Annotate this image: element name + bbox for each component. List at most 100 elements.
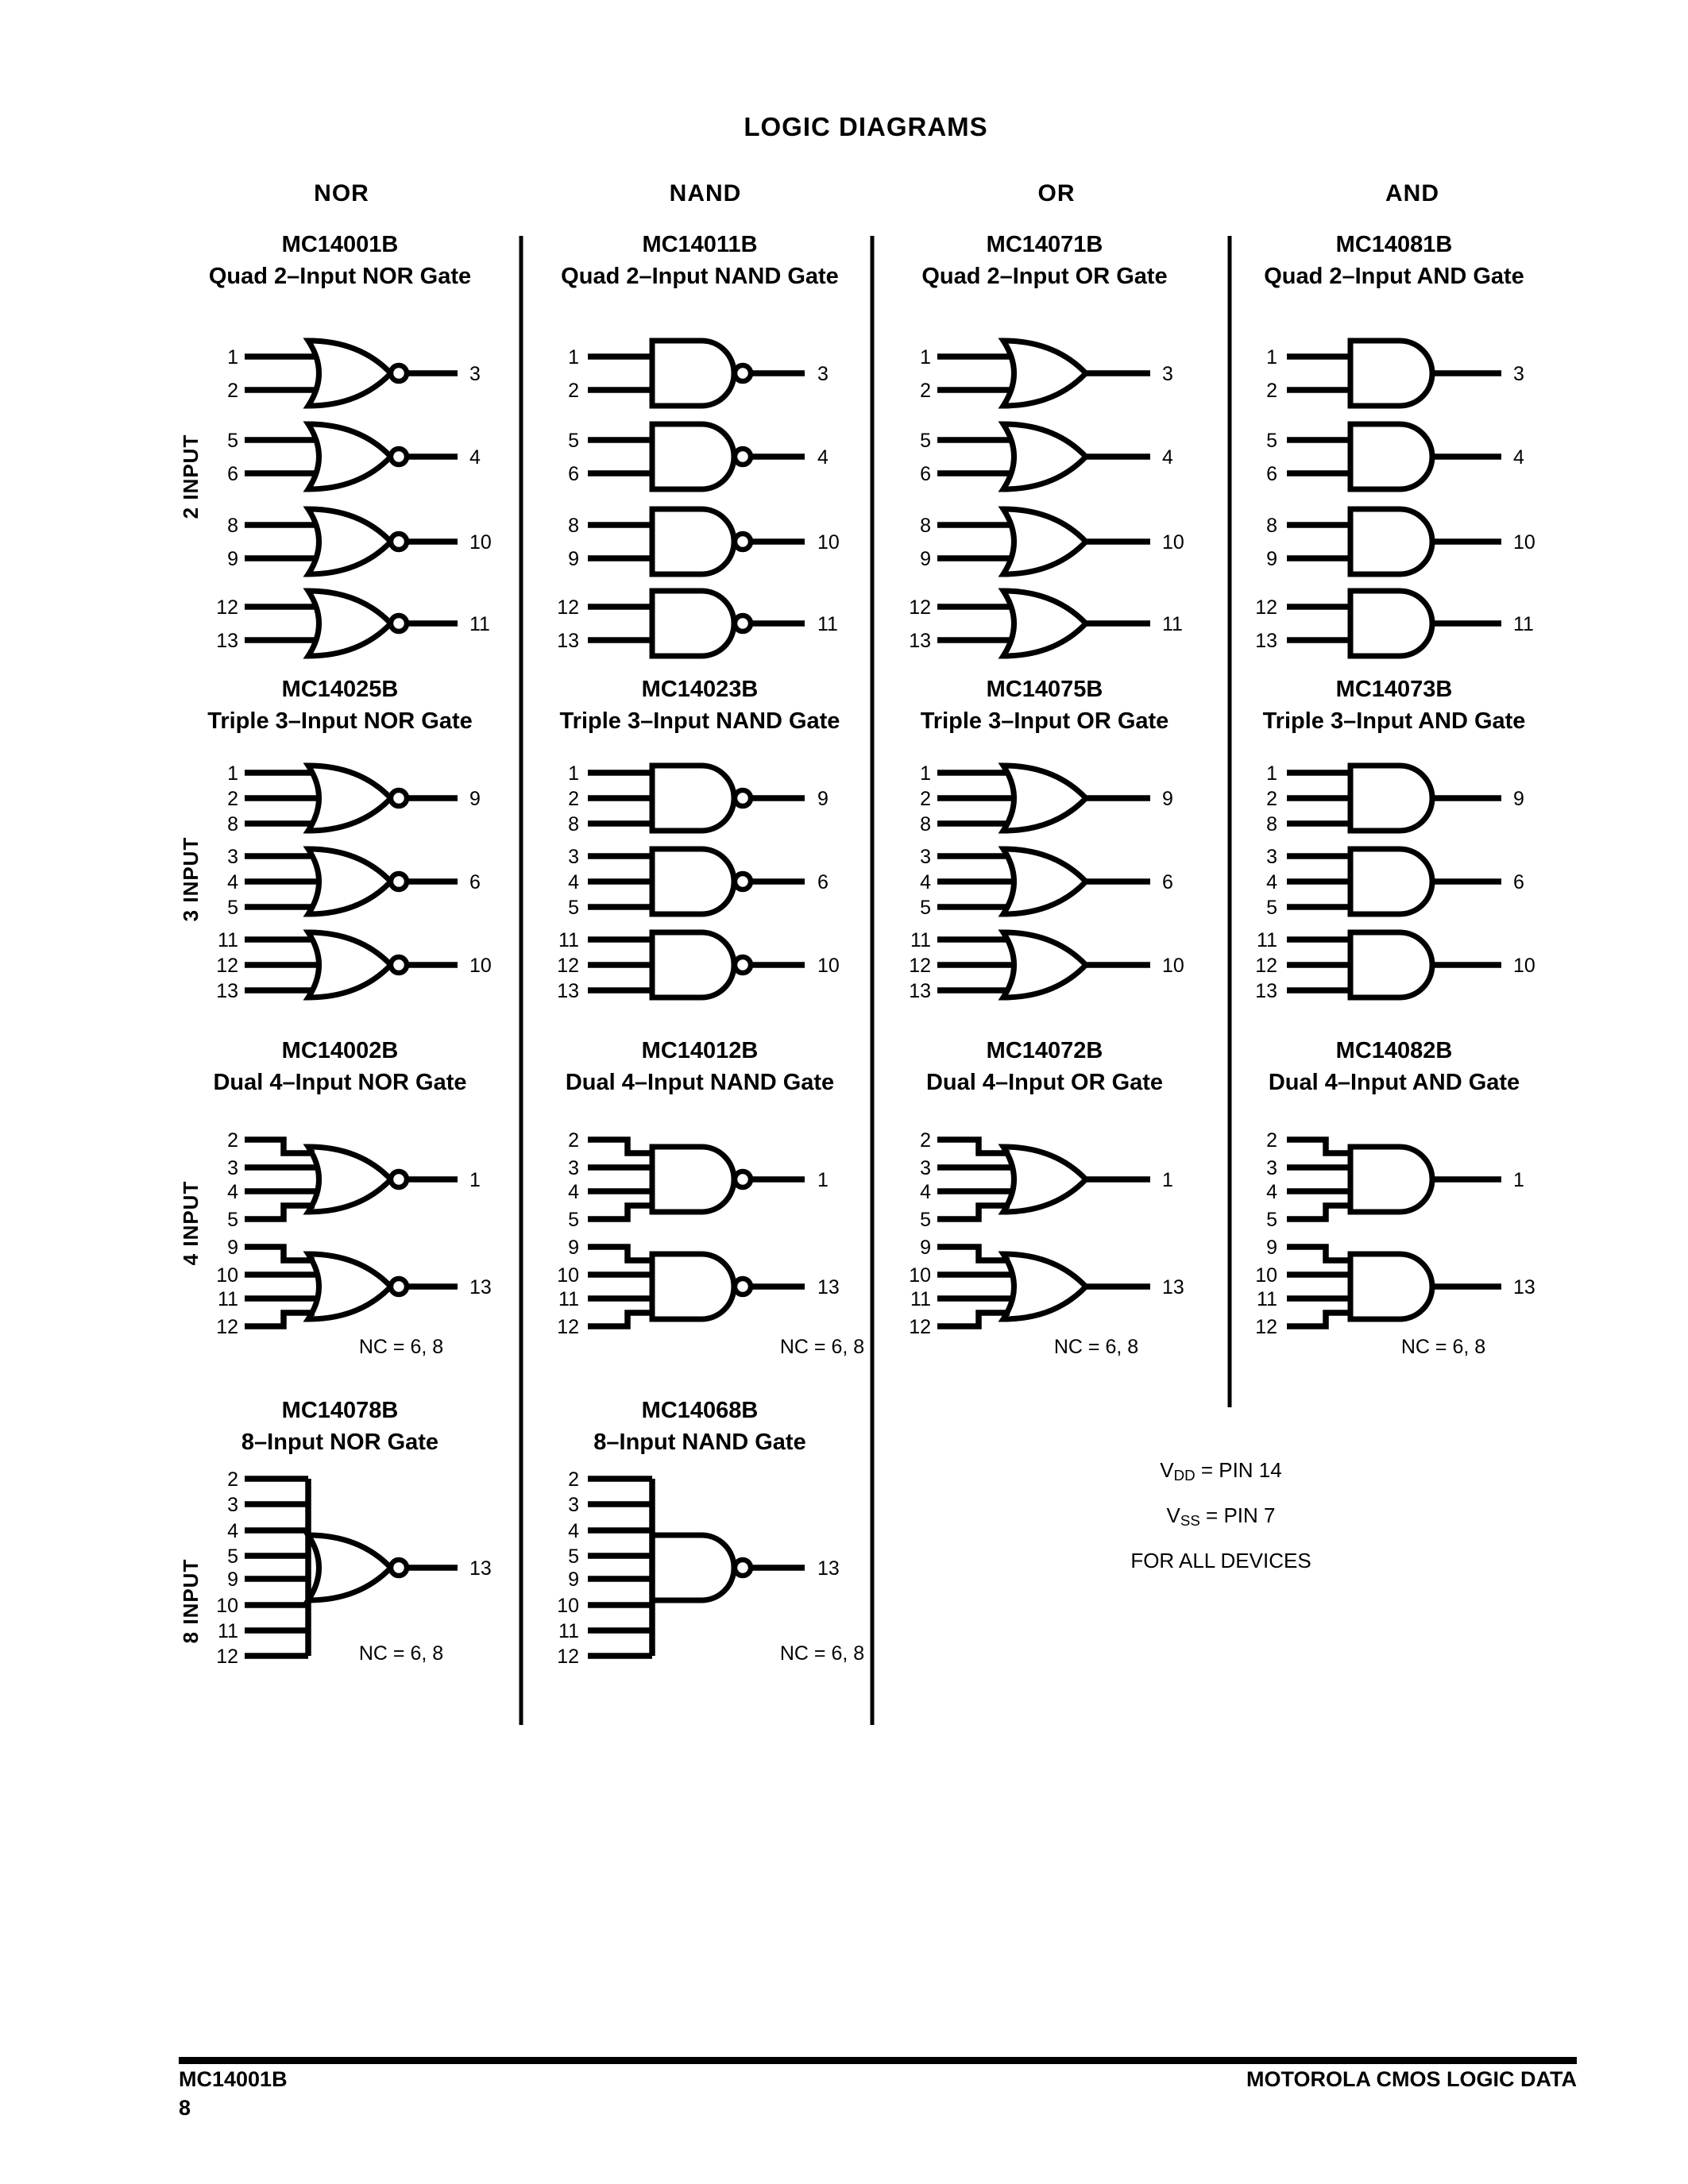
and-gate-symbol [1347, 338, 1435, 409]
pin-label: 3 [227, 1494, 238, 1516]
pin-label: 2 [920, 788, 931, 810]
pin-label: 8 [1266, 515, 1277, 537]
part-number: MC14002B [281, 1038, 399, 1063]
nor-gate-symbol [303, 421, 395, 492]
part-number: MC14075B [986, 677, 1103, 702]
output-pin-label: 10 [1162, 955, 1184, 977]
pin-label: 10 [909, 1264, 931, 1287]
pin-label: 8 [568, 813, 579, 835]
column-header-or: OR [1037, 180, 1076, 206]
or-gate-symbol [998, 421, 1090, 492]
and-gate-symbol [1347, 846, 1435, 917]
part-number: MC14068B [641, 1398, 759, 1423]
side-label-3: 4 INPUT [179, 1180, 203, 1266]
pin-label: 2 [920, 1129, 931, 1152]
pin-label: 5 [227, 897, 238, 919]
pin-label: 3 [1266, 846, 1277, 868]
pin-label: 8 [1266, 813, 1277, 835]
nand-gate-symbol [649, 421, 737, 492]
output-pin-label: 1 [1162, 1169, 1173, 1191]
pin-label: 3 [568, 1494, 579, 1516]
pin-label: 4 [568, 1181, 579, 1203]
nor-gate-symbol [303, 846, 395, 917]
pin-label: 1 [227, 346, 238, 369]
pin-label: 12 [1255, 955, 1277, 977]
nc-note: NC = 6, 8 [358, 1642, 444, 1665]
output-pin-label: 10 [469, 531, 492, 554]
power-pin-note: VDD = PIN 14 VSS = PIN 7 FOR ALL DEVICES [983, 1450, 1459, 1586]
nor-gate-symbol [303, 762, 395, 834]
output-pin-label: 6 [817, 871, 829, 893]
or-gate-symbol [998, 762, 1090, 834]
pin-label: 5 [920, 897, 931, 919]
input-line [937, 1202, 1010, 1222]
part-description: Triple 3–Input NOR Gate [207, 708, 473, 734]
inversion-bubble [732, 531, 754, 553]
nand-gate-symbol [649, 1251, 737, 1322]
and-gate-symbol [1347, 588, 1435, 659]
pin-label: 4 [1266, 1181, 1277, 1203]
or-gate-symbol [998, 846, 1090, 917]
nor-gate-symbol [303, 338, 395, 409]
output-pin-label: 13 [1513, 1276, 1535, 1298]
output-pin-label: 1 [817, 1169, 829, 1191]
pin-label: 9 [227, 1237, 238, 1259]
output-pin-label: 10 [469, 955, 492, 977]
pin-label: 13 [909, 980, 931, 1002]
output-pin-label: 1 [469, 1169, 481, 1191]
output-pin-label: 11 [1162, 613, 1183, 635]
input-line [245, 1310, 315, 1329]
pin-label: 11 [1257, 1288, 1277, 1310]
pin-label: 12 [216, 1646, 238, 1668]
footer-page-number: 8 [179, 2096, 191, 2120]
pin-label: 3 [568, 846, 579, 868]
inversion-bubble [732, 1168, 754, 1190]
and-gate-symbol [1347, 762, 1435, 834]
inversion-bubble [388, 1275, 410, 1298]
output-pin-label: 10 [817, 531, 840, 554]
nand-gate-symbol [649, 929, 737, 1001]
pin-label: 3 [920, 846, 931, 868]
pin-label: 13 [1255, 630, 1277, 652]
nor-gate-symbol [303, 1144, 395, 1215]
input-line [1287, 1202, 1351, 1222]
side-label-1: 2 INPUT [179, 434, 203, 519]
pin-label: 2 [227, 380, 238, 402]
nand-gate-symbol [649, 846, 737, 917]
nand-gate-symbol [649, 588, 737, 659]
inversion-bubble [732, 612, 754, 635]
pin-label: 4 [920, 1181, 931, 1203]
pin-label: 4 [227, 871, 238, 893]
pin-label: 11 [910, 1288, 931, 1310]
pin-label: 3 [227, 1157, 238, 1179]
output-pin-label: 4 [1162, 446, 1173, 469]
pin-label: 4 [227, 1181, 238, 1203]
pin-label: 9 [920, 548, 931, 570]
pin-label: 5 [1266, 897, 1277, 919]
part-description: Quad 2–Input NOR Gate [208, 264, 472, 289]
nand-gate-symbol [649, 1532, 737, 1603]
output-pin-label: 3 [1162, 363, 1173, 385]
inversion-bubble [732, 787, 754, 809]
pin-label: 10 [557, 1264, 579, 1287]
pin-label: 2 [920, 380, 931, 402]
input-line [588, 1244, 653, 1264]
pin-label: 3 [568, 1157, 579, 1179]
inversion-bubble [732, 1275, 754, 1298]
pin-label: 2 [1266, 788, 1277, 810]
nc-note: NC = 6, 8 [1400, 1336, 1486, 1358]
pin-label: 3 [1266, 1157, 1277, 1179]
output-pin-label: 13 [817, 1557, 840, 1580]
input-line [937, 1244, 1010, 1264]
pin-label: 2 [568, 380, 579, 402]
output-pin-label: 3 [469, 363, 481, 385]
pin-label: 8 [227, 515, 238, 537]
pin-label: 9 [568, 1569, 579, 1591]
footer-part-number: MC14001B [179, 2067, 288, 2091]
and-gate-symbol [1347, 1144, 1435, 1215]
input-line [588, 1310, 653, 1329]
or-gate-symbol [998, 1251, 1090, 1322]
all-devices-note-line: FOR ALL DEVICES [1130, 1549, 1311, 1573]
or-gate-symbol [998, 1144, 1090, 1215]
